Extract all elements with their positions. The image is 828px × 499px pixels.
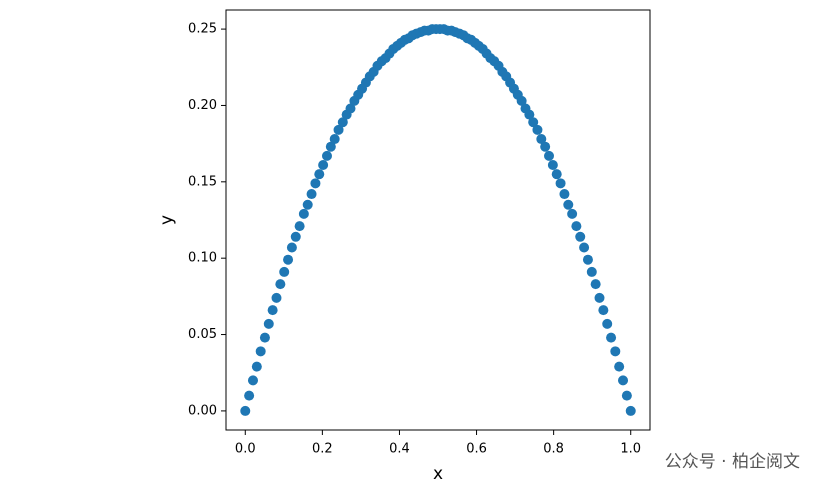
- point: [279, 266, 290, 277]
- point: [325, 141, 336, 152]
- point: [247, 375, 258, 386]
- point: [314, 169, 325, 180]
- point: [575, 231, 586, 242]
- point: [310, 178, 321, 189]
- point: [571, 221, 582, 232]
- point: [267, 305, 278, 316]
- point: [251, 361, 262, 372]
- point: [606, 332, 617, 343]
- point: [547, 160, 558, 171]
- point: [528, 117, 539, 128]
- point: [275, 279, 286, 290]
- y-tick-label: 0.25: [188, 22, 217, 37]
- point: [618, 375, 629, 386]
- point: [263, 318, 274, 329]
- point: [255, 346, 266, 357]
- point: [590, 279, 601, 290]
- point: [306, 189, 317, 200]
- x-axis-label: x: [433, 464, 443, 484]
- point: [321, 150, 332, 161]
- y-tick-label: 0.20: [188, 98, 217, 113]
- y-tick-label: 0.00: [188, 403, 217, 418]
- x-tick-label: 0.0: [235, 442, 256, 457]
- point: [582, 254, 593, 265]
- point: [259, 332, 270, 343]
- point: [244, 390, 255, 401]
- point: [329, 134, 340, 145]
- point: [286, 242, 297, 253]
- point: [333, 124, 344, 135]
- point: [621, 390, 632, 401]
- point: [567, 208, 578, 219]
- point: [544, 150, 555, 161]
- point: [559, 189, 570, 200]
- x-tick-label: 0.4: [389, 442, 410, 457]
- point: [524, 109, 535, 120]
- point: [516, 95, 527, 106]
- y-tick-label: 0.10: [188, 251, 217, 266]
- point: [337, 117, 348, 128]
- point: [598, 305, 609, 316]
- watermark: 公众号 · 柏企阅文: [665, 452, 800, 472]
- point: [614, 361, 625, 372]
- point: [302, 199, 313, 210]
- plot-frame: [225, 9, 651, 431]
- x-tick-label: 0.2: [312, 442, 333, 457]
- point: [551, 169, 562, 180]
- point: [271, 292, 282, 303]
- point: [579, 242, 590, 253]
- point: [290, 231, 301, 242]
- y-tick-label: 0.05: [188, 327, 217, 342]
- x-tick-label: 1.0: [620, 442, 641, 457]
- x-tick-label: 0.6: [466, 442, 487, 457]
- y-tick-label: 0.15: [188, 174, 217, 189]
- point: [540, 141, 551, 152]
- point: [283, 254, 294, 265]
- x-tick-label: 0.8: [543, 442, 564, 457]
- point: [294, 221, 305, 232]
- point: [532, 124, 543, 135]
- point: [594, 292, 605, 303]
- point: [625, 405, 636, 416]
- point: [563, 199, 574, 210]
- point: [602, 318, 613, 329]
- point: [586, 266, 597, 277]
- point: [610, 346, 621, 357]
- point: [536, 134, 547, 145]
- point: [318, 160, 329, 171]
- point: [298, 208, 309, 219]
- point: [240, 405, 251, 416]
- point: [345, 103, 356, 114]
- y-axis-label: y: [157, 215, 177, 225]
- point: [555, 178, 566, 189]
